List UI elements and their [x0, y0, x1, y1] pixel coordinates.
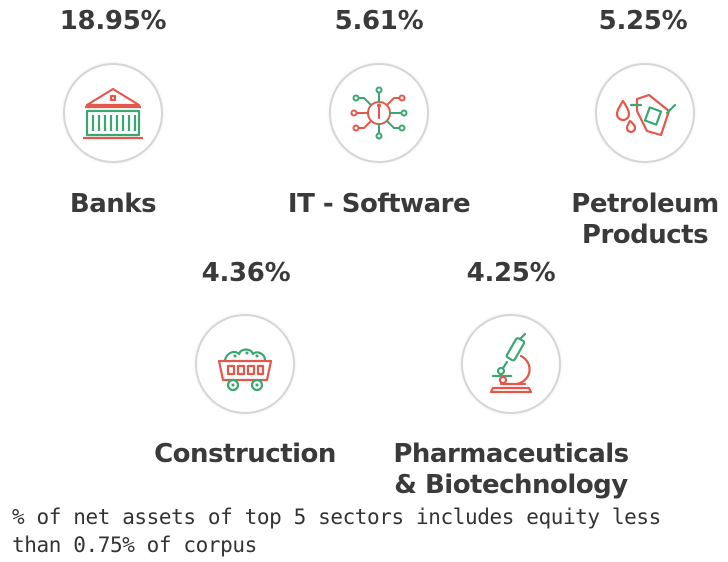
sector-label: IT - Software	[287, 189, 471, 219]
sector-percent: 4.25%	[466, 258, 556, 288]
fuel-nozzle-icon	[595, 63, 695, 163]
sector-label: Construction	[154, 439, 336, 469]
sector-percent: 4.36%	[201, 258, 291, 288]
sector-percent: 5.25%	[598, 6, 688, 36]
sector-label: Banks	[69, 189, 157, 219]
sector-label: Pharmaceuticals & Biotechnology	[393, 439, 629, 500]
mine-cart-icon	[195, 314, 295, 414]
footnote: % of net assets of top 5 sectors include…	[12, 505, 661, 557]
sector-percent: 5.61%	[334, 6, 424, 36]
bank-building-icon	[63, 63, 163, 163]
sector-percent: 18.95%	[59, 6, 167, 36]
sector-label: Petroleum Products	[571, 189, 719, 250]
circuit-chip-icon	[329, 63, 429, 163]
microscope-icon	[461, 314, 561, 414]
